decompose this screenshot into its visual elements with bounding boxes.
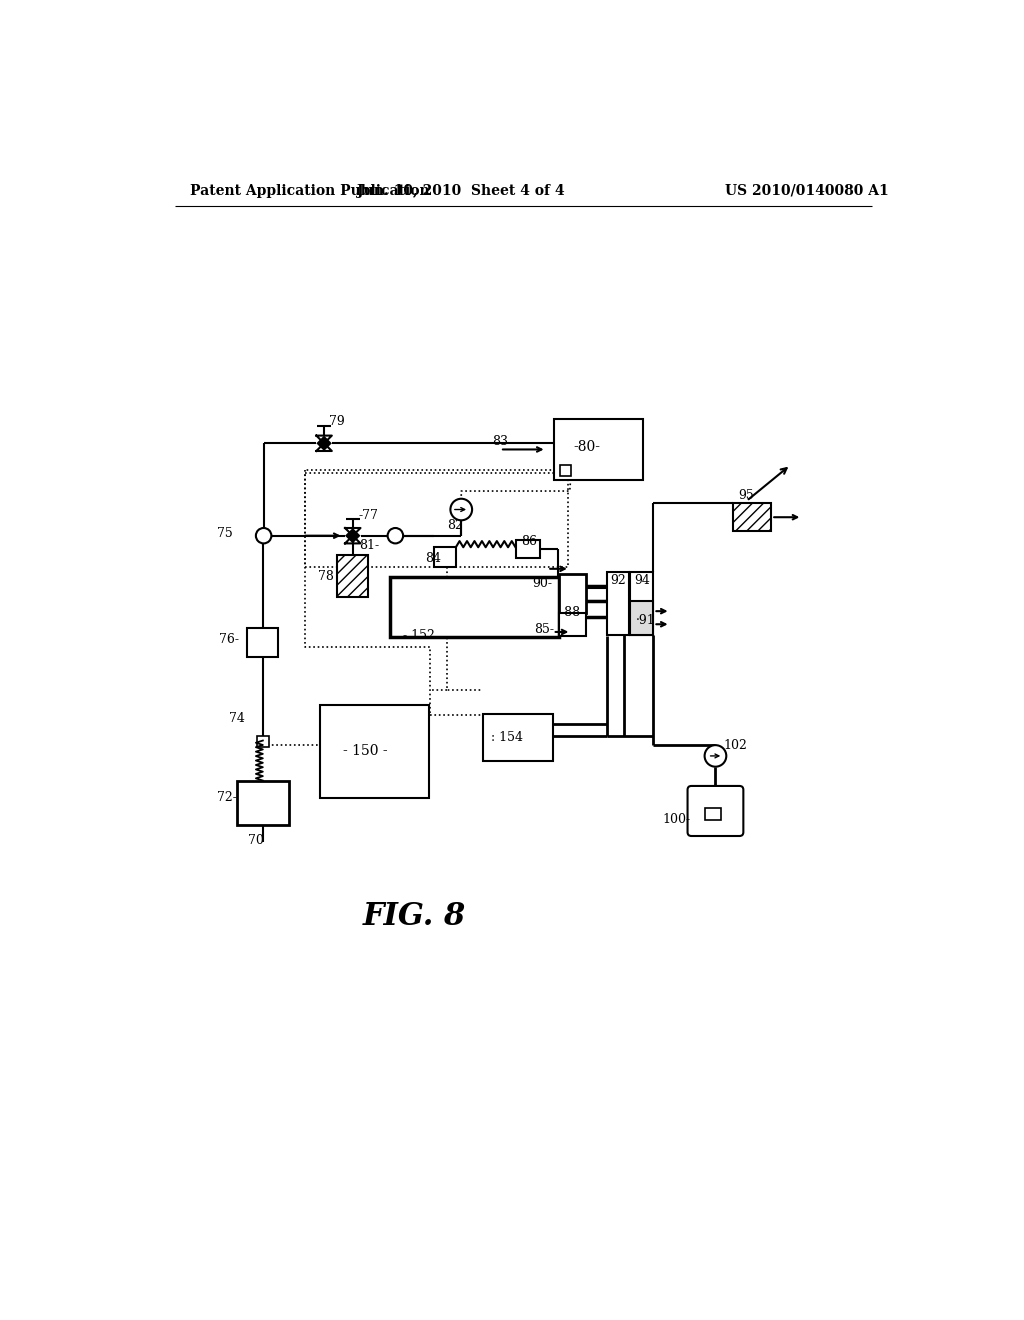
Text: 76-: 76- [219, 634, 240, 647]
Circle shape [451, 499, 472, 520]
FancyBboxPatch shape [687, 785, 743, 836]
Bar [732, 503, 771, 531]
Bar [607, 572, 629, 635]
Text: 94: 94 [634, 574, 650, 587]
Text: US 2010/0140080 A1: US 2010/0140080 A1 [725, 183, 889, 198]
Text: FIG. 8: FIG. 8 [364, 902, 466, 932]
Circle shape [388, 528, 403, 544]
Bar [434, 548, 456, 568]
Bar [554, 418, 643, 480]
Bar [630, 601, 653, 635]
Text: 75: 75 [217, 527, 232, 540]
Bar [559, 612, 586, 636]
Text: -88: -88 [560, 606, 581, 619]
Circle shape [256, 528, 271, 544]
Bar [559, 574, 586, 612]
Text: -80-: -80- [573, 440, 601, 454]
Text: 79: 79 [330, 416, 345, 428]
Bar [337, 554, 369, 598]
Text: Patent Application Publication: Patent Application Publication [190, 183, 430, 198]
Bar [483, 714, 553, 760]
Text: 86: 86 [521, 536, 537, 548]
Text: : 154: : 154 [490, 731, 522, 744]
Text: - 150 -: - 150 - [343, 744, 388, 758]
Bar [237, 780, 289, 825]
Bar [248, 628, 279, 657]
Text: 74: 74 [228, 713, 245, 726]
Text: 85-: 85- [535, 623, 554, 636]
Text: 100-: 100- [663, 813, 691, 825]
Circle shape [705, 744, 726, 767]
Text: 90-: 90- [532, 577, 553, 590]
Text: 72-: 72- [217, 791, 237, 804]
Text: ·91: ·91 [636, 614, 655, 627]
Text: 81-: 81- [359, 539, 379, 552]
Text: 102: 102 [723, 739, 748, 751]
Polygon shape [316, 436, 332, 451]
Bar [515, 540, 541, 558]
Bar [321, 705, 429, 797]
Text: 83: 83 [493, 436, 508, 449]
Bar [560, 465, 571, 475]
Text: 78: 78 [317, 570, 334, 583]
Text: 92: 92 [610, 574, 626, 587]
Text: -77: -77 [359, 510, 379, 523]
Text: 84: 84 [426, 552, 441, 565]
Text: 70: 70 [248, 834, 264, 847]
Text: Jun. 10, 2010  Sheet 4 of 4: Jun. 10, 2010 Sheet 4 of 4 [357, 183, 565, 198]
Bar [390, 577, 559, 636]
Text: 82: 82 [447, 519, 463, 532]
Text: 95: 95 [738, 490, 755, 502]
Bar [630, 572, 653, 635]
Bar [706, 808, 721, 820]
Bar [257, 737, 269, 747]
Polygon shape [345, 528, 360, 544]
Text: - 152: - 152 [403, 630, 435, 643]
